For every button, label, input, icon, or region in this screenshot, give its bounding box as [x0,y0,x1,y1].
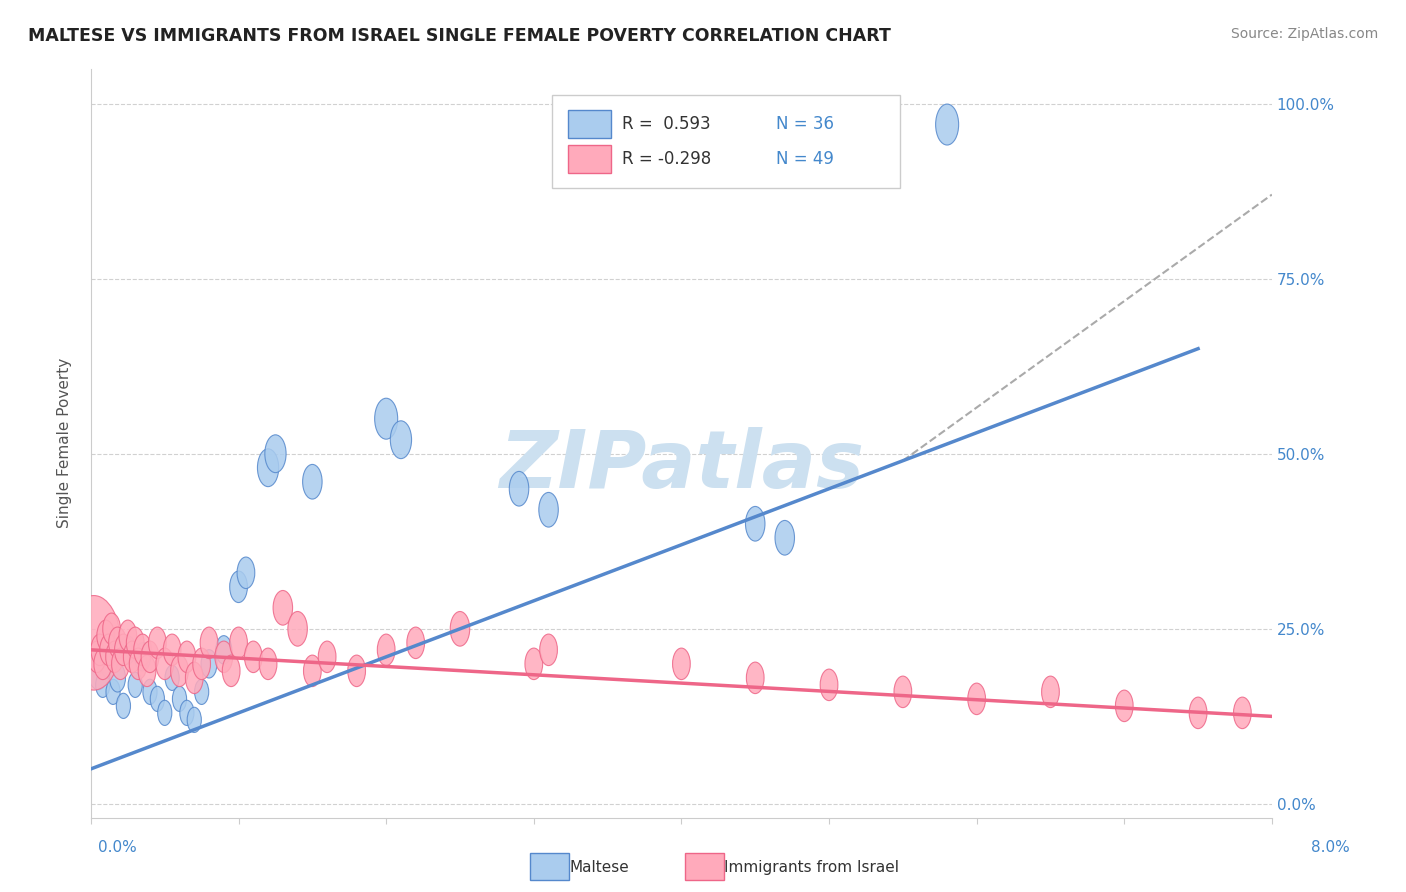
Ellipse shape [94,648,111,680]
Y-axis label: Single Female Poverty: Single Female Poverty [58,358,72,528]
Text: N = 36: N = 36 [776,115,834,133]
Ellipse shape [304,655,321,687]
Ellipse shape [120,620,136,651]
Ellipse shape [114,634,132,665]
Text: N = 49: N = 49 [776,150,834,169]
FancyBboxPatch shape [568,110,610,138]
Ellipse shape [377,634,395,665]
Ellipse shape [1115,690,1133,722]
Ellipse shape [108,627,127,658]
Ellipse shape [138,655,156,687]
Ellipse shape [127,627,143,658]
Ellipse shape [935,104,959,145]
Ellipse shape [186,662,202,694]
Ellipse shape [259,648,277,680]
Ellipse shape [173,686,187,712]
Ellipse shape [229,571,247,603]
Ellipse shape [1233,698,1251,729]
Ellipse shape [215,636,232,664]
Ellipse shape [200,627,218,658]
Ellipse shape [103,613,121,645]
Ellipse shape [450,612,470,646]
Ellipse shape [747,662,763,694]
Text: R =  0.593: R = 0.593 [623,115,711,133]
FancyBboxPatch shape [551,95,900,188]
Ellipse shape [245,641,262,673]
Ellipse shape [1042,676,1059,707]
Ellipse shape [87,652,108,690]
Ellipse shape [128,673,142,698]
Text: Immigrants from Israel: Immigrants from Israel [724,860,898,874]
Ellipse shape [117,693,131,718]
Ellipse shape [124,641,141,673]
Ellipse shape [406,627,425,658]
Ellipse shape [96,673,110,698]
Ellipse shape [156,648,173,680]
Ellipse shape [149,627,166,658]
Ellipse shape [193,648,211,680]
Text: R = -0.298: R = -0.298 [623,150,711,169]
Ellipse shape [524,648,543,680]
Ellipse shape [201,649,217,678]
Ellipse shape [157,700,172,725]
Ellipse shape [775,520,794,555]
Ellipse shape [111,648,129,680]
Ellipse shape [163,634,181,665]
Ellipse shape [229,627,247,658]
Ellipse shape [105,679,120,705]
Ellipse shape [820,669,838,700]
Ellipse shape [165,665,179,690]
Ellipse shape [97,620,114,651]
Ellipse shape [540,634,557,665]
Ellipse shape [347,655,366,687]
Ellipse shape [1189,698,1206,729]
FancyBboxPatch shape [568,145,610,173]
Ellipse shape [143,679,157,705]
Text: MALTESE VS IMMIGRANTS FROM ISRAEL SINGLE FEMALE POVERTY CORRELATION CHART: MALTESE VS IMMIGRANTS FROM ISRAEL SINGLE… [28,27,891,45]
Ellipse shape [180,700,194,725]
Ellipse shape [110,664,125,692]
Ellipse shape [150,686,165,712]
Ellipse shape [509,471,529,506]
Ellipse shape [215,641,232,673]
Ellipse shape [194,679,208,705]
Text: 0.0%: 0.0% [98,840,138,855]
Text: Source: ZipAtlas.com: Source: ZipAtlas.com [1230,27,1378,41]
Ellipse shape [374,398,398,439]
Text: ZIPatlas: ZIPatlas [499,426,863,505]
Ellipse shape [120,636,136,664]
Ellipse shape [894,676,911,707]
Ellipse shape [141,641,159,673]
Ellipse shape [187,707,201,732]
Ellipse shape [391,421,412,458]
Ellipse shape [91,634,108,665]
Ellipse shape [100,634,118,665]
Ellipse shape [135,642,150,671]
Ellipse shape [672,648,690,680]
Ellipse shape [288,612,308,646]
Ellipse shape [745,507,765,541]
Ellipse shape [67,596,121,690]
Ellipse shape [134,634,152,665]
Ellipse shape [318,641,336,673]
Ellipse shape [264,434,285,473]
Ellipse shape [101,649,117,678]
Ellipse shape [967,683,986,714]
Ellipse shape [179,641,195,673]
Ellipse shape [170,655,188,687]
Text: Maltese: Maltese [569,860,628,874]
Ellipse shape [129,648,148,680]
Ellipse shape [89,641,105,673]
Ellipse shape [538,492,558,527]
Ellipse shape [238,557,254,589]
Ellipse shape [302,465,322,500]
Text: 8.0%: 8.0% [1310,840,1350,855]
Ellipse shape [273,591,292,625]
Ellipse shape [257,449,278,487]
Ellipse shape [105,641,124,673]
Ellipse shape [222,655,240,687]
